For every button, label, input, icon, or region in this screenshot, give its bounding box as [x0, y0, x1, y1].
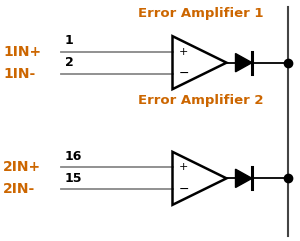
Text: 2: 2 — [64, 56, 73, 69]
Text: +: + — [179, 47, 188, 57]
Text: Error Amplifier 1: Error Amplifier 1 — [138, 7, 264, 20]
Text: 1: 1 — [64, 34, 73, 47]
Text: +: + — [179, 162, 188, 172]
Text: 15: 15 — [64, 172, 82, 185]
Polygon shape — [236, 169, 252, 187]
Text: −: − — [179, 183, 190, 196]
Text: 2IN-: 2IN- — [3, 182, 35, 196]
Text: −: − — [179, 67, 190, 80]
Text: 16: 16 — [64, 150, 82, 163]
Text: Error Amplifier 2: Error Amplifier 2 — [138, 94, 264, 107]
Text: 2IN+: 2IN+ — [3, 160, 41, 174]
Text: 1IN+: 1IN+ — [3, 45, 41, 59]
Text: 1IN-: 1IN- — [3, 67, 35, 81]
Polygon shape — [236, 54, 252, 72]
